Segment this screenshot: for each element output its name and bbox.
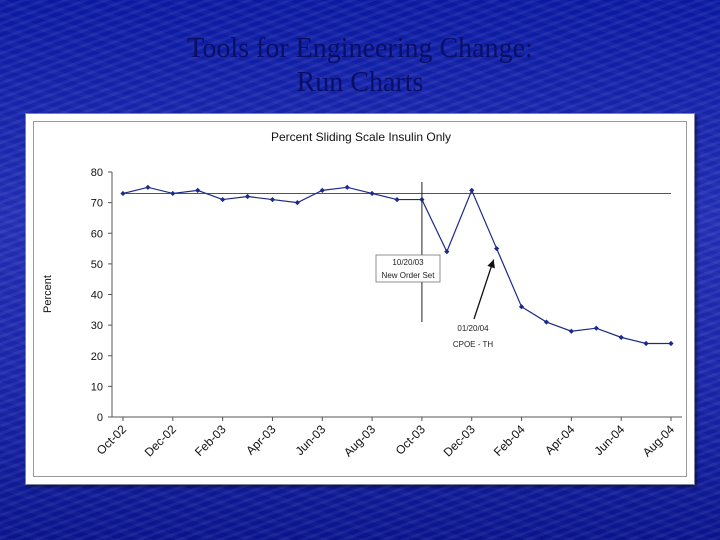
x-tick-label: Feb-04: [491, 422, 528, 459]
annotation-layer: 10/20/03 New Order Set 01/20/04 CPOE - TH: [375, 182, 495, 349]
data-point: [469, 187, 475, 193]
data-point: [444, 249, 450, 255]
data-point: [294, 200, 300, 206]
data-point: [195, 187, 201, 193]
axes: 0 10 20 30 40 50 60 70 80 Oct-02 Dec-02 Feb-03 Apr-0…: [91, 167, 682, 459]
slide-title: Tools for Engineering Change: Run Charts: [0, 32, 720, 100]
data-point: [494, 245, 500, 252]
x-tick-label: Oct-03: [393, 422, 429, 458]
data-point: [543, 319, 550, 325]
x-tick-label: Dec-02: [142, 422, 179, 459]
data-point: [618, 334, 624, 340]
x-tick-label: Jun-03: [293, 422, 329, 458]
x-tick-label: Apr-04: [542, 422, 578, 458]
data-point: [593, 325, 599, 331]
data-point: [394, 196, 400, 203]
y-tick-label: 50: [91, 259, 103, 271]
data-point: [344, 184, 350, 190]
data-point: [319, 187, 325, 193]
slide-title-line-2: Run Charts: [296, 67, 424, 98]
annotation-2-date: 01/20/04: [457, 324, 489, 333]
chart-title: Percent Sliding Scale Insulin Only: [271, 130, 451, 144]
data-point: [120, 190, 126, 197]
x-tick-label: Oct-02: [94, 422, 130, 458]
y-tick-label: 20: [91, 351, 103, 363]
data-point: [269, 196, 276, 203]
annotation-1-date: 10/20/03: [392, 258, 424, 267]
annotation-2-label: CPOE - TH: [453, 340, 494, 349]
annotation-1-label: New Order Set: [382, 271, 436, 280]
x-tick-label: Jun-04: [591, 422, 627, 458]
data-point: [170, 190, 176, 197]
data-point: [369, 190, 375, 197]
data-point: [145, 184, 151, 190]
data-point: [518, 304, 525, 310]
y-tick-label: 60: [91, 228, 103, 240]
data-point: [220, 196, 226, 203]
data-point: [568, 328, 574, 334]
y-tick-label: 0: [97, 412, 103, 424]
annotation-arrow-head: [487, 259, 495, 269]
y-axis-label: Percent: [42, 275, 54, 313]
y-tick-label: 80: [91, 167, 103, 179]
y-tick-label: 10: [91, 381, 103, 393]
data-point: [668, 340, 674, 347]
chart-frame: Percent Sliding Scale Insulin Only Perce…: [25, 113, 695, 485]
y-tick-label: 70: [91, 198, 103, 210]
annotation-arrow-line: [473, 259, 495, 320]
run-chart: Percent Sliding Scale Insulin Only Perce…: [42, 130, 682, 459]
slide-title-line-1: Tools for Engineering Change:: [187, 33, 533, 64]
chart-inner-border: [33, 121, 687, 477]
x-tick-label: Feb-03: [192, 422, 229, 459]
y-tick-label: 30: [91, 320, 103, 332]
data-point: [244, 193, 251, 200]
data-point: [643, 340, 649, 347]
x-tick-label: Apr-03: [243, 422, 279, 458]
annotation-box: [375, 254, 441, 283]
y-tick-label: 40: [91, 290, 103, 302]
x-tick-label: Dec-03: [441, 422, 478, 459]
x-tick-label: Aug-04: [640, 422, 677, 459]
x-tick-label: Aug-03: [341, 422, 378, 459]
